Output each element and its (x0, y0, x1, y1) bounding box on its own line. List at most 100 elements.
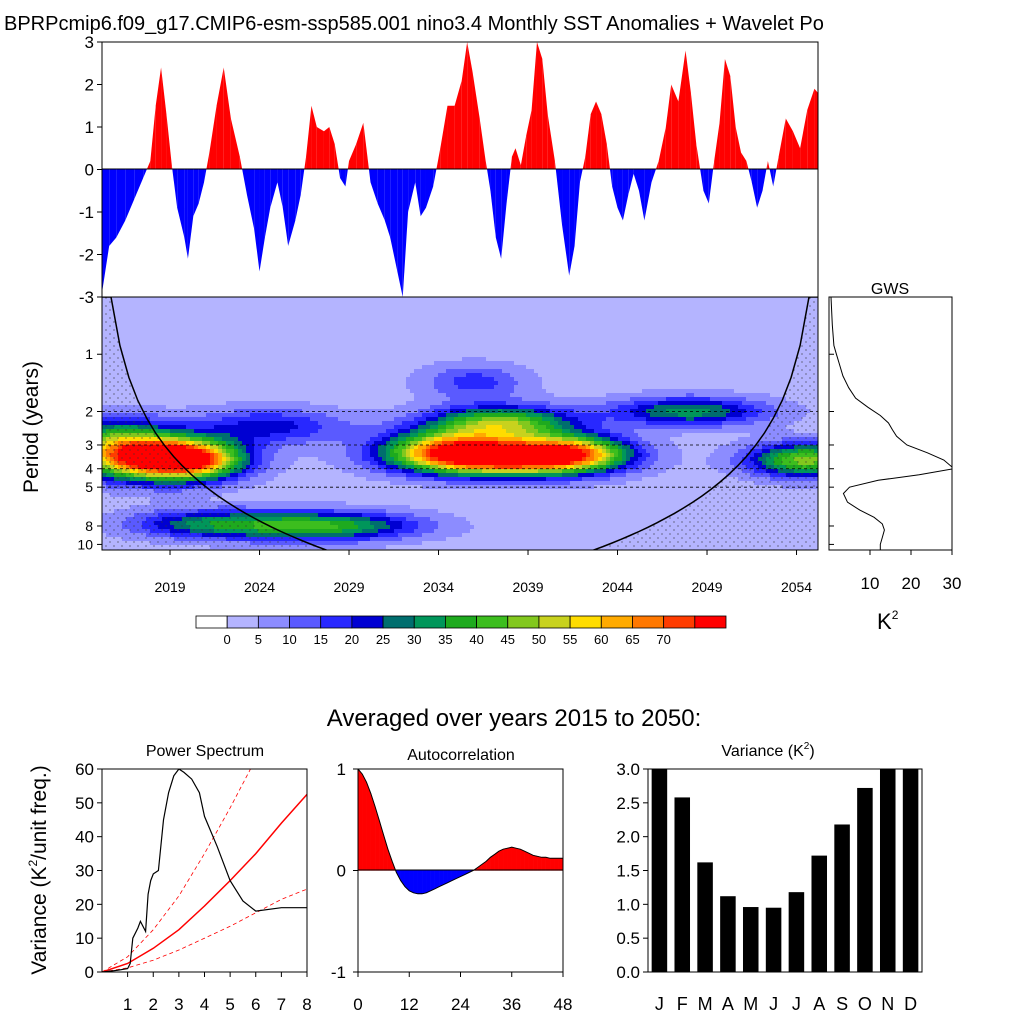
wavelet-power-cell (378, 421, 383, 426)
wavelet-power-cell (402, 317, 407, 322)
wavelet-power-cell (230, 297, 235, 302)
wavelet-power-cell (330, 493, 335, 498)
wavelet-power-cell (358, 465, 363, 470)
wavelet-power-cell (298, 389, 303, 394)
wavelet-power-cell (310, 429, 315, 434)
wavelet-power-cell (266, 481, 271, 486)
wavelet-power-cell (402, 353, 407, 358)
wavelet-power-cell (182, 361, 187, 366)
wavelet-power-cell (146, 385, 151, 390)
wavelet-power-cell (154, 389, 159, 394)
wavelet-power-cell (346, 389, 351, 394)
wavelet-power-cell (126, 349, 131, 354)
wavelet-power-cell (234, 397, 239, 402)
wavelet-power-cell (286, 385, 291, 390)
wavelet-power-cell (170, 437, 175, 442)
wavelet-power-cell (290, 309, 295, 314)
wavelet-power-cell (134, 373, 139, 378)
wavelet-power-cell (142, 365, 147, 370)
wavelet-power-cell (294, 525, 299, 530)
wavelet-power-cell (238, 377, 243, 382)
wavelet-power-cell (370, 349, 375, 354)
wavelet-power-cell (362, 489, 367, 494)
wavelet-power-cell (390, 489, 395, 494)
wavelet-power-cell (274, 481, 279, 486)
timeseries-y-tick-label: 2 (85, 76, 94, 95)
wavelet-power-cell (182, 373, 187, 378)
wavelet-power-cell (398, 325, 403, 330)
wavelet-power-cell (182, 401, 187, 406)
wavelet-power-cell (338, 313, 343, 318)
wavelet-power-cell (370, 449, 375, 454)
wavelet-power-cell (258, 373, 263, 378)
wavelet-power-cell (322, 541, 327, 546)
wavelet-power-cell (198, 357, 203, 362)
wavelet-power-cell (214, 425, 219, 430)
wavelet-power-cell (198, 345, 203, 350)
wavelet-power-cell (202, 437, 207, 442)
wavelet-power-cell (258, 325, 263, 330)
wavelet-power-cell (226, 353, 231, 358)
wavelet-power-cell (382, 453, 387, 458)
wavelet-power-cell (310, 357, 315, 362)
wavelet-power-cell (190, 449, 195, 454)
wavelet-power-cell (126, 345, 131, 350)
wavelet-power-cell (398, 297, 403, 302)
wavelet-power-cell (326, 357, 331, 362)
wavelet-power-cell (370, 493, 375, 498)
wavelet-power-cell (318, 369, 323, 374)
wavelet-power-cell (238, 445, 243, 450)
wavelet-power-cell (398, 517, 403, 522)
wavelet-power-cell (298, 361, 303, 366)
wavelet-power-cell (338, 333, 343, 338)
wavelet-power-cell (318, 417, 323, 422)
wavelet-power-cell (402, 453, 407, 458)
wavelet-power-cell (222, 417, 227, 422)
wavelet-power-cell (162, 305, 167, 310)
wavelet-power-cell (246, 333, 251, 338)
wavelet-power-cell (150, 329, 155, 334)
wavelet-power-cell (142, 401, 147, 406)
wavelet-power-cell (278, 449, 283, 454)
wavelet-power-cell (258, 481, 263, 486)
wavelet-power-cell (130, 365, 135, 370)
wavelet-power-cell (394, 489, 399, 494)
wavelet-power-cell (314, 497, 319, 502)
wavelet-power-cell (158, 337, 163, 342)
wavelet-power-cell (338, 305, 343, 310)
wavelet-power-cell (254, 401, 259, 406)
wavelet-power-cell (130, 309, 135, 314)
wavelet-power-cell (194, 405, 199, 410)
wavelet-power-cell (354, 389, 359, 394)
wavelet-power-cell (230, 481, 235, 486)
wavelet-power-cell (398, 425, 403, 430)
wavelet-power-cell (362, 389, 367, 394)
wavelet-power-cell (262, 513, 267, 518)
positive-anomaly-area (209, 105, 217, 170)
wavelet-power-cell (206, 457, 211, 462)
wavelet-power-cell (350, 309, 355, 314)
wavelet-power-cell (246, 445, 251, 450)
wavelet-power-cell (338, 437, 343, 442)
wavelet-power-cell (242, 341, 247, 346)
wavelet-power-cell (342, 401, 347, 406)
wavelet-power-cell (266, 313, 271, 318)
wavelet-power-cell (322, 353, 327, 358)
wavelet-power-cell (166, 309, 171, 314)
wavelet-power-cell (166, 425, 171, 430)
wavelet-power-cell (274, 449, 279, 454)
wavelet-power-cell (290, 345, 295, 350)
wavelet-power-cell (118, 337, 123, 342)
wavelet-power-cell (226, 429, 231, 434)
wavelet-power-cell (254, 481, 259, 486)
wavelet-power-cell (178, 365, 183, 370)
wavelet-power-cell (262, 433, 267, 438)
wavelet-power-cell (258, 433, 263, 438)
wavelet-power-cell (238, 425, 243, 430)
wavelet-power-cell (182, 345, 187, 350)
wavelet-power-cell (234, 369, 239, 374)
wavelet-power-cell (346, 429, 351, 434)
wavelet-power-cell (238, 341, 243, 346)
wavelet-power-cell (278, 389, 283, 394)
wavelet-power-cell (386, 537, 391, 542)
